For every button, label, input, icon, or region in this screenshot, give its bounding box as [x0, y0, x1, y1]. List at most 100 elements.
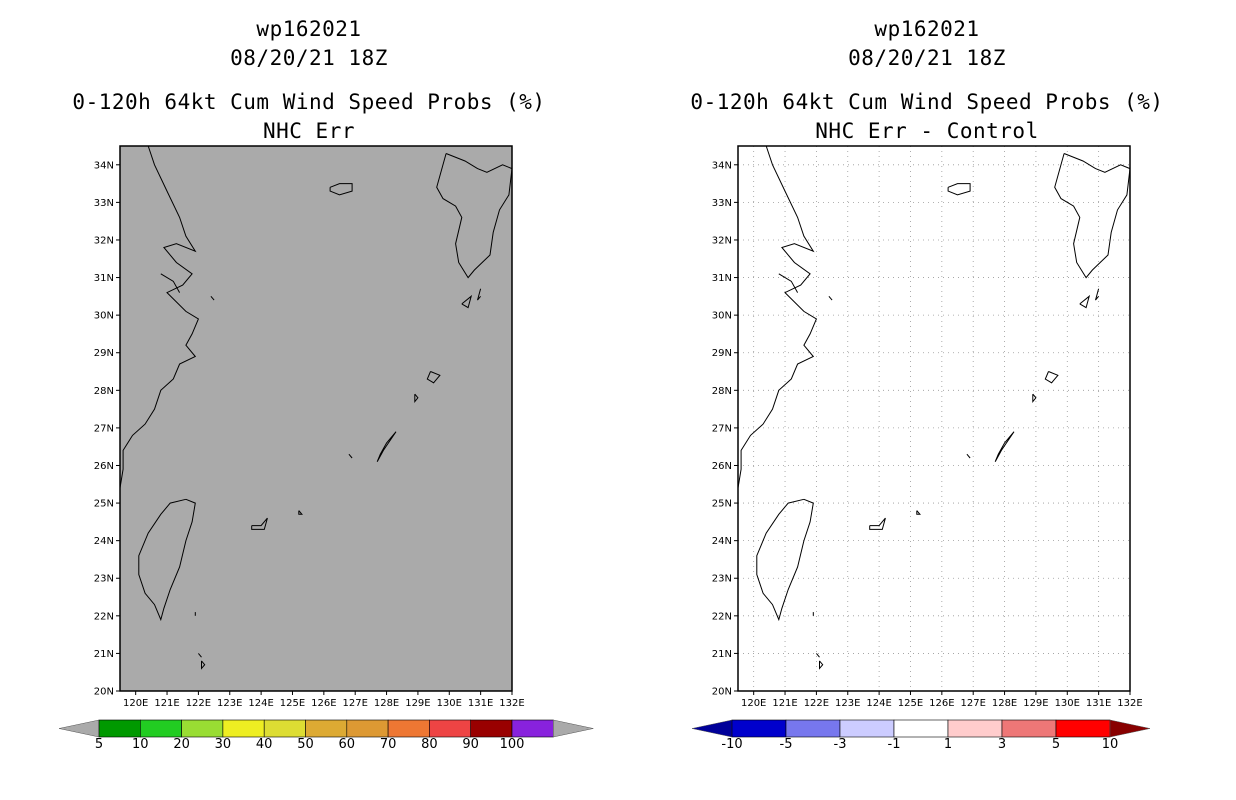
colorbar-label: 60 [338, 737, 356, 752]
coastline [947, 183, 971, 196]
lat-label: 27N [94, 423, 114, 434]
coastline [737, 145, 818, 489]
lat-label: 28N [712, 386, 732, 397]
colorbar-segment [1001, 719, 1057, 738]
coastline [348, 453, 353, 459]
right-panel: wp162021 08/20/21 18Z 0-120h 64kt Cum Wi… [618, 0, 1236, 800]
lat-label: 28N [94, 386, 114, 397]
lon-label: 123E [217, 698, 242, 709]
lon-label: 128E [992, 698, 1017, 709]
lon-label: 122E [804, 698, 829, 709]
lon-label: 125E [280, 698, 305, 709]
coastline [1079, 294, 1091, 309]
lon-label: 126E [311, 698, 336, 709]
colorbar-segment [1055, 719, 1111, 738]
lat-label: 34N [712, 160, 732, 171]
coastline [201, 660, 206, 670]
lon-label: 125E [898, 698, 923, 709]
lon-label: 123E [835, 698, 860, 709]
lat-label: 20N [94, 687, 114, 698]
colorbar-segment [429, 719, 471, 738]
map-frame [737, 145, 1131, 692]
lon-label: 127E [342, 698, 367, 709]
storm-id: wp162021 [874, 17, 980, 41]
lon-label: 129E [405, 698, 430, 709]
colorbar-segment [893, 719, 949, 738]
lon-label: 129E [1023, 698, 1048, 709]
colorbar-label: -3 [833, 737, 847, 752]
colorbar-segment [98, 719, 141, 738]
lon-label: 120E [741, 698, 766, 709]
coastline [160, 273, 181, 293]
lon-label: 120E [123, 698, 148, 709]
colorbar-segment [731, 719, 787, 738]
lat-label: 22N [712, 611, 732, 622]
lon-label: 130E [1055, 698, 1080, 709]
coastline [376, 431, 397, 462]
coastline [138, 498, 196, 622]
colorbar-end-low [691, 719, 733, 738]
colorbar-label: -5 [779, 737, 793, 752]
coastline [756, 498, 814, 622]
colorbar-label: 70 [379, 737, 397, 752]
coastline [994, 431, 1015, 462]
coastline [1095, 288, 1100, 301]
lat-label: 30N [712, 311, 732, 322]
lat-label: 21N [712, 649, 732, 660]
lat-label: 26N [94, 461, 114, 472]
colorbar-label: -10 [721, 737, 743, 752]
colorbar-label: 50 [297, 737, 314, 752]
colorbar-segment [785, 719, 841, 738]
lat-label: 29N [94, 348, 114, 359]
coastline [1032, 393, 1037, 404]
datetime: 08/20/21 18Z [230, 46, 388, 70]
storm-id: wp162021 [256, 17, 362, 41]
colorbar-label: 10 [1101, 737, 1119, 752]
coastline [436, 153, 513, 279]
colorbar-label: 90 [462, 737, 479, 752]
lat-label: 34N [94, 160, 114, 171]
lon-label: 124E [866, 698, 891, 709]
colorbar-label: 10 [132, 737, 149, 752]
lat-label: 26N [712, 461, 732, 472]
coastline [1044, 371, 1059, 384]
lon-label: 128E [374, 698, 399, 709]
lat-label: 33N [94, 198, 114, 209]
map-frame [119, 145, 513, 692]
coastline [1054, 153, 1131, 279]
coastline [778, 273, 799, 293]
coastline [210, 295, 215, 301]
colorbar-end-high [553, 719, 594, 738]
lat-label: 21N [94, 649, 114, 660]
coastline [414, 393, 419, 404]
colorbar-segment [140, 719, 182, 738]
colorbar-label: 80 [421, 737, 438, 752]
lat-label: 25N [94, 499, 114, 510]
lon-label: 121E [154, 698, 179, 709]
colorbar-segment [839, 719, 895, 738]
lat-label: 23N [712, 574, 732, 585]
colorbar-end-low [58, 719, 100, 738]
lon-label: 122E [186, 698, 211, 709]
lon-label: 127E [960, 698, 985, 709]
colorbar-segment [947, 719, 1003, 738]
colorbar-label: 20 [173, 737, 190, 752]
lat-label: 22N [94, 611, 114, 622]
map-area [120, 146, 512, 691]
colorbar-label: -1 [887, 737, 901, 752]
lat-label: 32N [94, 235, 114, 246]
coastline [916, 510, 921, 515]
subtitle: NHC Err - Control [815, 119, 1039, 143]
colorbar [691, 719, 1151, 738]
colorbar-label: 3 [997, 737, 1007, 752]
colorbar-segment [387, 719, 430, 738]
lon-label: 126E [929, 698, 954, 709]
lon-label: 132E [499, 698, 524, 709]
datetime: 08/20/21 18Z [848, 46, 1006, 70]
lat-label: 33N [712, 198, 732, 209]
colorbar-label: 5 [1051, 737, 1061, 752]
colorbar-segment [222, 719, 265, 738]
colorbar-label: 5 [94, 737, 104, 752]
lon-label: 131E [468, 698, 493, 709]
probability-map: 20N 21N 22N 23N 24N 25N 26N 27N 28N 29N 30N 31N 32N 3… [94, 145, 525, 709]
